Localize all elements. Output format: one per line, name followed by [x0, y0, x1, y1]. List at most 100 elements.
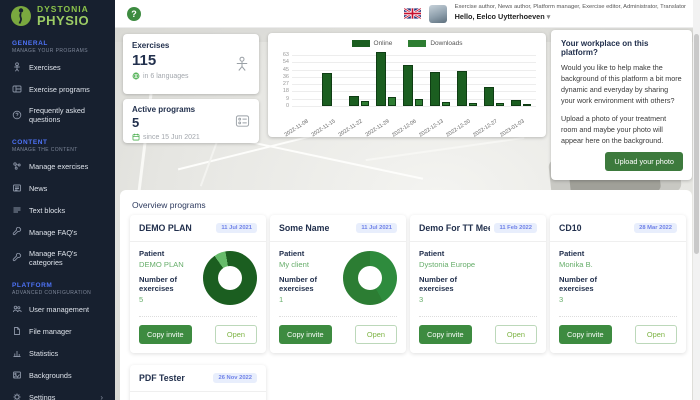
copy-invite-button[interactable]: Copy invite — [559, 325, 612, 344]
stat-title: Active programs — [132, 105, 196, 114]
program-date-badge: 11 Feb 2022 — [494, 223, 537, 233]
sidebar-item-label: Manage exercises — [29, 161, 89, 171]
program-card: DEMO PLAN 11 Jul 2021 Patient DEMO PLAN … — [130, 215, 266, 353]
file-icon — [14, 327, 20, 335]
program-card: PDF Tester 26 Nov 2022 Patient — [130, 365, 266, 400]
user-menu[interactable]: Exercise author, News author, Platform m… — [455, 4, 686, 22]
stat-title: Exercises — [132, 41, 170, 50]
calendar-icon — [132, 133, 140, 141]
sidebar: DYSTONIA PHYSIO GENERAL MANAGE YOUR PROG… — [0, 0, 115, 400]
sidebar-item-label: Frequently asked questions — [29, 106, 85, 124]
usage-chart-card: Online Downloads 0 9 18 27 36 45 54 63 2022-11-0… — [268, 33, 546, 137]
program-title: CD10 — [559, 223, 582, 233]
user-greeting: Hello, Eelco Uytterhoeven — [454, 12, 545, 22]
open-button[interactable]: Open — [634, 325, 677, 344]
legend-item-downloads[interactable]: Downloads — [408, 39, 463, 47]
patient-label: Patient — [279, 249, 305, 258]
sidebar-item-news[interactable]: News — [0, 177, 115, 199]
user-avatar[interactable] — [428, 4, 447, 23]
sidebar-item-label: File manager — [29, 326, 72, 336]
sidebar-item-label: News — [29, 183, 48, 193]
exercise-count-label: Number of exercises — [419, 275, 457, 293]
exercises-stat-card: Exercises 115 in 6 languages — [123, 34, 259, 94]
sidebar-item-label: Exercise programs — [29, 84, 90, 94]
program-donut-chart — [203, 251, 257, 305]
legend-swatch-online — [351, 39, 370, 47]
sidebar-item-label: Backgrounds — [29, 370, 72, 380]
sidebar-item-exercise-programs[interactable]: Exercise programs — [0, 78, 115, 100]
sidebar-item-settings[interactable]: Settings › — [0, 386, 115, 400]
program-date-badge: 11 Jul 2021 — [216, 223, 257, 233]
program-title: DEMO PLAN — [139, 223, 192, 233]
grid-icon — [12, 85, 22, 93]
photo-detail — [365, 136, 525, 162]
sidebar-item-label: Manage FAQ's categories — [29, 249, 78, 267]
modules-icon — [235, 115, 250, 127]
chart-legend: Online Downloads — [274, 37, 540, 49]
sidebar-item-manage-faqs[interactable]: Manage FAQ's — [0, 221, 115, 243]
sidebar-item-statistics[interactable]: Statistics — [0, 342, 115, 364]
chevron-right-icon: › — [100, 392, 103, 400]
sidebar-item-backgrounds[interactable]: Backgrounds — [0, 364, 115, 386]
sidebar-item-label: Settings — [29, 392, 56, 400]
copy-invite-button[interactable]: Copy invite — [279, 325, 332, 344]
workplace-paragraph-1: Would you like to help make the backgrou… — [561, 63, 682, 106]
sidebar-item-faq[interactable]: Frequently asked questions — [0, 100, 115, 130]
section-label: CONTENT — [12, 139, 48, 146]
stat-note-text: since 15 Jun 2021 — [143, 133, 200, 141]
sidebar-item-label: Exercises — [29, 62, 61, 72]
upload-photo-button[interactable]: Upload your photo — [605, 152, 683, 171]
active-programs-stat-card: Active programs 5 since 15 Jun 2021 — [123, 99, 259, 143]
sidebar-item-user-management[interactable]: User management — [0, 298, 115, 320]
exercise-count: 5 — [139, 295, 144, 304]
wrench-icon — [12, 253, 22, 262]
bar-chart-icon — [13, 351, 21, 357]
sidebar-item-file-manager[interactable]: File manager — [0, 320, 115, 342]
sidebar-item-label: User management — [29, 304, 90, 314]
brand-logo-icon — [11, 6, 31, 26]
gear-icon — [13, 393, 21, 400]
patient-label: Patient — [419, 249, 445, 258]
sidebar-item-label: Text blocks — [29, 205, 66, 215]
open-button[interactable]: Open — [494, 325, 537, 344]
overview-header: Overview programs — [132, 200, 206, 210]
sidebar-item-manage-exercises[interactable]: Manage exercises — [0, 155, 115, 177]
section-label: GENERAL — [12, 40, 48, 47]
program-date-badge: 26 Nov 2022 — [213, 373, 257, 383]
bar-chart-plot: 0 9 18 27 36 45 54 63 2022-11-08 2022-11-15 2022-1… — [274, 49, 540, 137]
sidebar-item-label: Statistics — [29, 348, 59, 358]
scrollbar-thumb[interactable] — [694, 34, 699, 254]
legend-label: Downloads — [430, 39, 463, 47]
sidebar-item-exercises[interactable]: Exercises — [0, 56, 115, 78]
exercise-count-label: Number of exercises — [279, 275, 317, 293]
stat-note-text: in 6 languages — [143, 72, 189, 80]
program-date-badge: 11 Jul 2021 — [356, 223, 397, 233]
legend-item-online[interactable]: Online — [351, 39, 392, 47]
section-label: PLATFORM — [12, 282, 53, 289]
program-date-badge: 28 Mar 2022 — [634, 223, 677, 233]
stat-value: 115 — [132, 52, 157, 69]
vertical-scrollbar — [693, 0, 700, 400]
user-roles: Exercise author, News author, Platform m… — [454, 4, 686, 11]
topbar: ? Exercise author, News author, Platform… — [115, 0, 700, 28]
copy-invite-button[interactable]: Copy invite — [419, 325, 472, 344]
uk-flag-icon[interactable] — [403, 8, 421, 19]
brand-name-top: DYSTONIA — [37, 4, 89, 15]
patient-name: Monika B. — [559, 260, 593, 269]
section-sublabel: ADVANCED CONFIGURATION — [12, 290, 92, 296]
workplace-title: Your workplace on this platform? — [561, 39, 649, 57]
open-button[interactable]: Open — [354, 325, 397, 344]
sidebar-item-manage-faq-categories[interactable]: Manage FAQ's categories — [0, 243, 115, 273]
open-button[interactable]: Open — [214, 325, 257, 344]
copy-invite-button[interactable]: Copy invite — [139, 325, 192, 344]
workplace-panel: Your workplace on this platform? Would y… — [551, 30, 692, 180]
sidebar-item-text-blocks[interactable]: Text blocks — [0, 199, 115, 221]
brand-logo[interactable]: DYSTONIA PHYSIO — [0, 0, 115, 31]
exercise-count-label: Number of exercises — [559, 275, 597, 293]
brand-name-bottom: PHYSIO — [37, 12, 90, 28]
help-button[interactable]: ? — [127, 6, 141, 21]
image-icon — [13, 371, 21, 379]
sidebar-section-general: GENERAL MANAGE YOUR PROGRAMS Exercises E… — [0, 40, 115, 130]
text-lines-icon — [13, 207, 21, 213]
